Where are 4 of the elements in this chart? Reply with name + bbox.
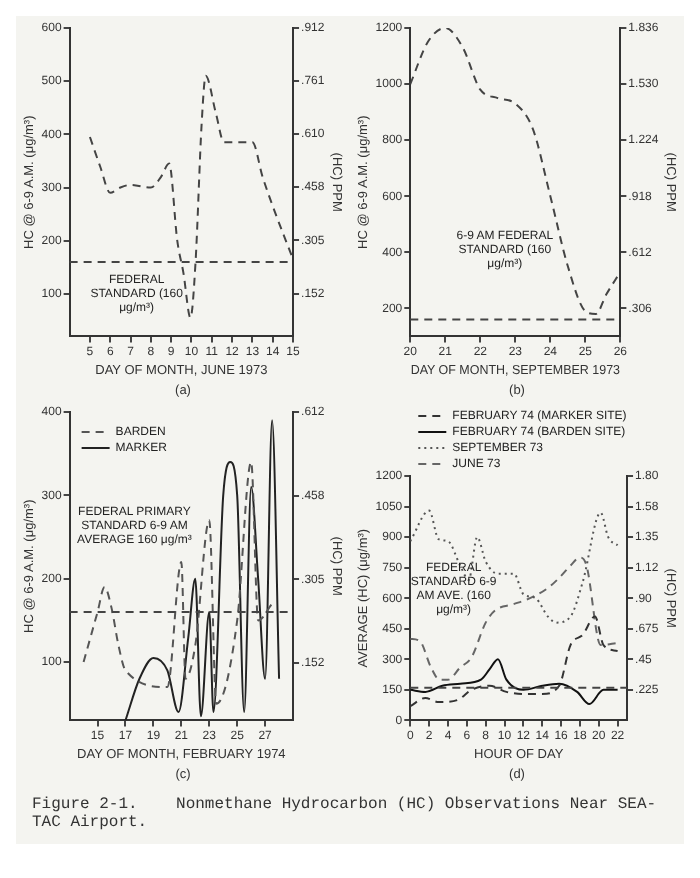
line-series bbox=[410, 658, 619, 706]
line-series bbox=[410, 509, 619, 624]
caption: Figure 2-1. Nonmethane Hydrocarbon (HC) Observations Near SEA-TAC Airport. bbox=[30, 794, 659, 836]
line-series bbox=[410, 556, 619, 681]
